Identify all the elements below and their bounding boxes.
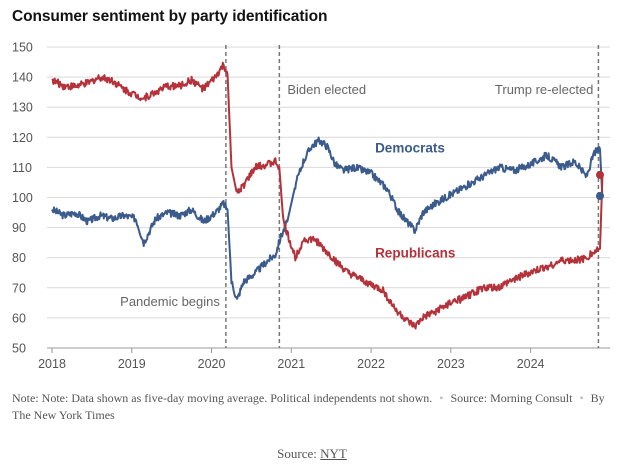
y-tick-label: 130 bbox=[12, 101, 33, 115]
end-marker bbox=[596, 191, 605, 200]
chart-note: Note: Note: Data shown as five-day movin… bbox=[12, 390, 612, 424]
y-tick-label: 110 bbox=[12, 161, 32, 175]
y-tick-label: 150 bbox=[12, 41, 33, 55]
note-text: Note: Note: Data shown as five-day movin… bbox=[12, 391, 433, 405]
line-chart: 50 60 70 80 90 100 110 120 130 140 150 2018 2019 2020… bbox=[12, 41, 610, 371]
y-tick-label: 70 bbox=[12, 281, 26, 295]
x-tick-label: 2019 bbox=[118, 357, 146, 371]
footer-source-link[interactable]: NYT bbox=[320, 446, 347, 461]
y-tick-label: 80 bbox=[12, 251, 26, 265]
y-tick-label: 50 bbox=[12, 342, 26, 356]
footer-source-label: Source: bbox=[277, 446, 317, 461]
separator-dot: • bbox=[579, 391, 584, 405]
annotation-label: Pandemic begins bbox=[120, 294, 220, 309]
y-tick-label: 60 bbox=[12, 311, 26, 325]
x-tick-label: 2020 bbox=[198, 357, 226, 371]
source-label: Source: bbox=[450, 391, 488, 405]
separator-dot: • bbox=[439, 391, 444, 405]
series-line-democrats bbox=[51, 136, 604, 300]
x-tick-label: 2022 bbox=[357, 357, 385, 371]
footer-source: Source: NYT bbox=[0, 446, 624, 462]
x-tick-label: 2018 bbox=[38, 357, 66, 371]
end-marker bbox=[596, 170, 605, 179]
chart-title: Consumer sentiment by party identificati… bbox=[12, 8, 328, 25]
source-name: Morning Consult bbox=[490, 391, 573, 405]
x-tick-label: 2023 bbox=[437, 357, 465, 371]
y-tick-label: 90 bbox=[12, 221, 26, 235]
byline: By The New York Times bbox=[12, 391, 605, 422]
x-tick-label: 2024 bbox=[517, 357, 545, 371]
y-tick-label: 140 bbox=[12, 71, 33, 85]
series-label: Democrats bbox=[375, 140, 445, 155]
series-label: Republicans bbox=[375, 246, 455, 261]
series-line-republicans bbox=[51, 61, 604, 330]
y-tick-label: 120 bbox=[12, 131, 33, 145]
y-tick-label: 100 bbox=[12, 191, 33, 205]
annotation-label: Biden elected bbox=[287, 82, 366, 97]
x-tick-label: 2021 bbox=[277, 357, 305, 371]
annotation-label: Trump re-elected bbox=[495, 82, 594, 97]
